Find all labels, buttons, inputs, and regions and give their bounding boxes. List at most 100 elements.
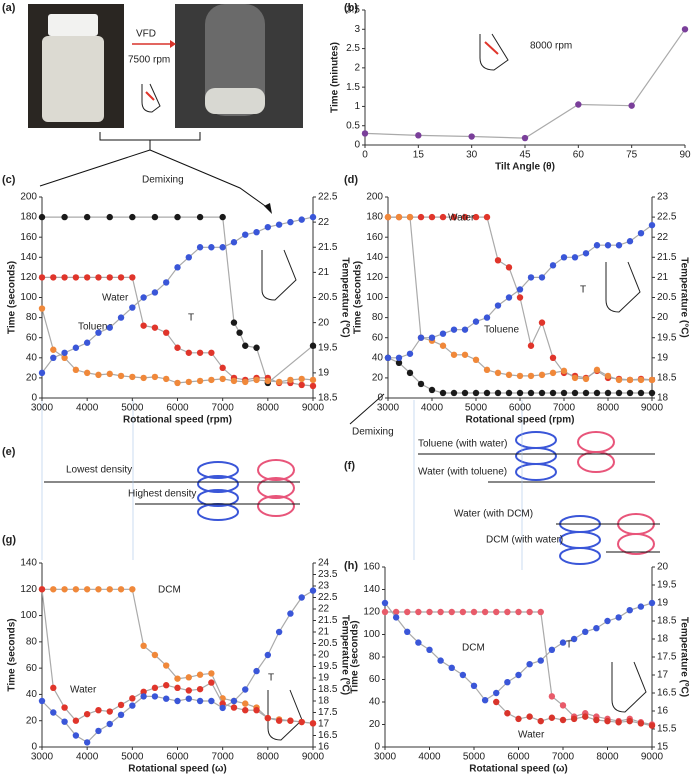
data-point xyxy=(392,608,400,616)
y2-tick-label: 20.5 xyxy=(318,292,338,303)
diagram-label: Toluene (with water) xyxy=(418,439,507,450)
x-tick-label: 9000 xyxy=(641,752,664,763)
coil xyxy=(515,463,557,481)
y-axis-title: Time (seconds) xyxy=(7,618,18,691)
tube-icon-fluid xyxy=(145,91,155,101)
data-point xyxy=(648,221,656,229)
data-point xyxy=(582,713,589,720)
y-tick-label: 80 xyxy=(26,312,38,323)
photo-panel xyxy=(28,4,303,214)
y-tick-label: 160 xyxy=(366,232,383,243)
data-point xyxy=(50,346,57,353)
data-point xyxy=(404,608,411,616)
data-point xyxy=(140,294,147,301)
x-tick-label: 30 xyxy=(466,150,478,161)
y-tick-label: 0 xyxy=(354,140,360,151)
data-point xyxy=(83,586,91,593)
x-tick-label: 7000 xyxy=(552,752,575,763)
data-point xyxy=(648,722,656,729)
data-point xyxy=(242,700,249,707)
y-tick-label: 140 xyxy=(20,558,37,569)
y-tick-label: 120 xyxy=(20,584,37,595)
data-point xyxy=(604,617,611,625)
data-point xyxy=(230,239,238,246)
data-point xyxy=(637,376,645,384)
y-tick-label: 120 xyxy=(20,272,37,283)
y2-tick-label: 20 xyxy=(318,317,330,328)
y2-tick-label: 18.5 xyxy=(318,684,338,695)
y-tick-label: 1 xyxy=(354,101,360,112)
x-tick-label: 75 xyxy=(626,150,638,161)
data-point xyxy=(174,344,181,351)
data-point xyxy=(106,370,113,378)
series-label: Water xyxy=(70,685,97,696)
y2-tick-label: 20.5 xyxy=(318,638,338,649)
y2-axis-title: Temperature (ºC) xyxy=(339,257,350,337)
y2-tick-label: 19.5 xyxy=(657,332,677,343)
data-point xyxy=(309,376,317,384)
data-point xyxy=(163,279,170,286)
data-point xyxy=(275,717,283,724)
y-tick-label: 0 xyxy=(31,393,37,404)
data-point xyxy=(395,359,403,367)
data-point xyxy=(406,369,414,377)
data-point xyxy=(208,679,215,686)
x-axis-title: Rotational speed (rpm) xyxy=(466,415,575,426)
data-point xyxy=(242,342,249,349)
data-point xyxy=(593,389,601,397)
data-point xyxy=(95,707,102,714)
data-point xyxy=(504,608,511,616)
data-point xyxy=(129,213,136,221)
series-label: T xyxy=(268,673,274,684)
data-point xyxy=(208,349,215,356)
data-point xyxy=(95,329,102,336)
y2-tick-label: 21 xyxy=(657,272,669,283)
y2-tick-label: 20.5 xyxy=(657,292,677,303)
y-tick-label: 0 xyxy=(374,742,380,753)
data-point xyxy=(426,646,433,653)
x-tick-label: 9000 xyxy=(302,403,325,414)
data-point xyxy=(493,689,500,697)
coil xyxy=(559,531,601,549)
data-point xyxy=(106,708,113,715)
x-tick-label: 4000 xyxy=(76,752,99,763)
data-point xyxy=(626,238,634,245)
data-point xyxy=(472,318,480,325)
data-point xyxy=(593,242,601,249)
data-point xyxy=(163,662,170,669)
y2-tick-label: 24 xyxy=(318,558,330,569)
data-point xyxy=(381,608,389,616)
x-axis-title: Rotational speed (rpm) xyxy=(123,415,232,426)
y-tick-label: 100 xyxy=(363,629,380,640)
y-tick-label: 60 xyxy=(369,674,381,685)
data-point xyxy=(637,603,645,610)
x-tick-label: 60 xyxy=(573,150,585,161)
data-point xyxy=(140,322,147,329)
data-point xyxy=(582,375,590,383)
x-tick-label: 5000 xyxy=(121,752,144,763)
y-axis-title: Time (seconds) xyxy=(353,261,364,334)
data-point xyxy=(548,714,556,721)
data-point xyxy=(582,628,589,635)
x-tick-label: 8000 xyxy=(257,403,280,414)
data-point xyxy=(230,319,238,326)
data-point xyxy=(637,229,645,237)
data-point xyxy=(439,342,447,349)
panel-label: (b) xyxy=(344,2,358,14)
y-tick-label: 3.5 xyxy=(346,5,360,16)
data-point xyxy=(626,717,633,725)
data-point xyxy=(527,372,535,380)
data-point xyxy=(253,344,260,351)
data-point xyxy=(648,599,656,607)
data-point xyxy=(538,319,546,326)
coil xyxy=(577,431,615,453)
data-point xyxy=(129,274,136,281)
data-point xyxy=(185,349,192,356)
data-point xyxy=(83,739,91,746)
data-point xyxy=(439,330,447,337)
data-point xyxy=(538,389,546,397)
data-point xyxy=(461,351,469,358)
data-point xyxy=(570,715,578,723)
data-point xyxy=(298,594,305,601)
panel-label: (a) xyxy=(2,2,16,14)
